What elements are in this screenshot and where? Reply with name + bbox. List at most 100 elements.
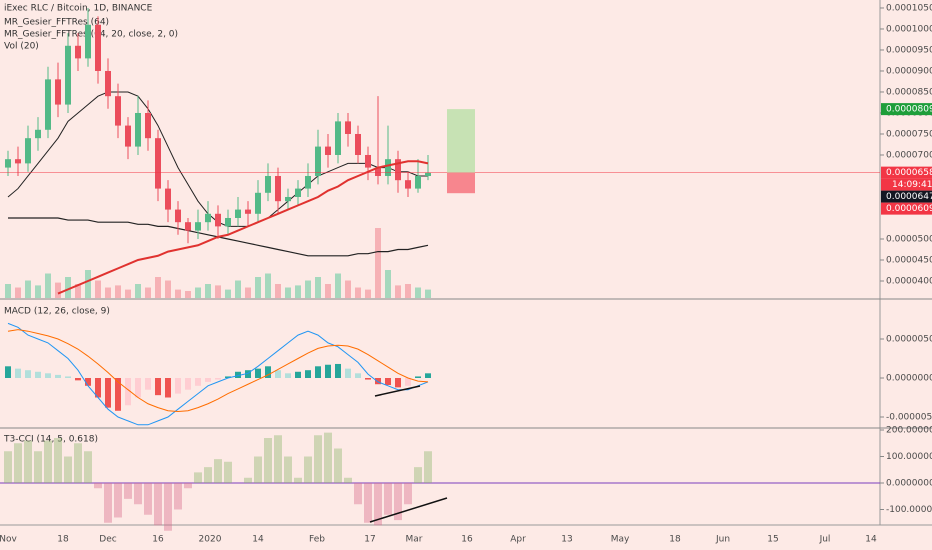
position-loss <box>447 172 475 194</box>
macd-histogram <box>295 371 301 379</box>
volume-bar <box>225 289 231 298</box>
volume-bar <box>335 273 341 298</box>
volume-bar <box>175 289 181 298</box>
x-tick-label: 18 <box>57 535 69 545</box>
macd-histogram <box>215 378 221 380</box>
y-tick-label: 0.00000000 <box>886 374 932 384</box>
candle-body <box>65 45 71 105</box>
x-tick-label: 14 <box>252 535 264 545</box>
x-tick-label: 17 <box>364 535 375 545</box>
x-tick-label: Jul <box>819 535 831 545</box>
volume-bar <box>65 277 71 298</box>
price-tag <box>881 103 932 116</box>
macd-histogram <box>25 370 31 379</box>
price-tag <box>881 190 932 203</box>
volume-bar <box>245 287 251 298</box>
volume-bar <box>375 228 381 298</box>
price-tag-label: 0.00008092 <box>886 105 932 115</box>
macd-histogram <box>205 378 211 382</box>
candle-body <box>175 209 181 223</box>
macd-histogram <box>155 378 161 396</box>
volume-bar <box>125 289 131 298</box>
candle-body <box>5 159 11 168</box>
x-tick-label: 2020 <box>199 535 222 545</box>
candle-body <box>145 112 151 139</box>
volume-bar <box>35 285 41 298</box>
trendline <box>369 497 448 523</box>
macd-histogram <box>65 376 71 379</box>
volume-bar <box>355 287 361 298</box>
macd-histogram <box>135 378 141 398</box>
indicator-label: MACD (12, 26, close, 9) <box>4 307 110 317</box>
volume-bar <box>55 282 61 298</box>
x-tick-label: Nov <box>0 535 17 545</box>
volume-bar <box>195 287 201 298</box>
x-tick-label: 16 <box>152 535 164 545</box>
candle-body <box>255 192 261 214</box>
macd-histogram <box>245 370 251 379</box>
indicator-label: T3-CCI (14, 5, 0.618) <box>3 435 98 445</box>
candle-body <box>85 24 91 59</box>
candle-body <box>195 222 201 231</box>
macd-histogram <box>265 366 271 379</box>
indicator-line <box>7 329 429 413</box>
indicator-label: MR_Gesier_FFTRes (64, 20, close, 2, 0) <box>4 30 178 40</box>
candle-body <box>415 175 421 189</box>
macd-histogram <box>375 378 381 385</box>
macd-histogram <box>115 378 121 411</box>
x-tick-label: May <box>611 535 630 545</box>
macd-histogram <box>55 374 61 379</box>
volume-bar <box>115 285 121 298</box>
volume-bar <box>145 287 151 298</box>
x-tick-label: Apr <box>510 535 526 545</box>
position-profit <box>447 109 475 173</box>
macd-histogram <box>385 378 391 386</box>
macd-histogram <box>355 373 361 379</box>
candle-body <box>135 112 141 147</box>
volume-bar <box>25 280 31 298</box>
volume-bar <box>135 284 141 298</box>
x-tick-label: 16 <box>461 535 473 545</box>
x-tick-label: 18 <box>669 535 681 545</box>
macd-histogram <box>75 378 81 381</box>
y-tick-label: 100.00000000 <box>886 452 932 462</box>
x-tick-label: Dec <box>99 535 116 545</box>
volume-bar <box>415 287 421 298</box>
macd-histogram <box>425 373 431 379</box>
candle-body <box>395 159 401 181</box>
candle-body <box>235 209 241 218</box>
macd-histogram <box>255 368 261 379</box>
macd-histogram <box>185 378 191 390</box>
indicator-label: MR_Gesier_FFTRes (64) <box>4 18 109 28</box>
macd-histogram <box>365 378 371 380</box>
indicator-label: Vol (20) <box>4 42 39 52</box>
candle-body <box>15 159 21 164</box>
candle-body <box>315 146 321 176</box>
macd-histogram <box>345 368 351 379</box>
macd-histogram <box>105 378 111 408</box>
macd-histogram <box>175 378 181 394</box>
macd-histogram <box>45 373 51 379</box>
macd-histogram <box>325 364 331 379</box>
macd-histogram <box>145 378 151 390</box>
candle-body <box>275 175 281 202</box>
candle-body <box>25 138 31 164</box>
macd-histogram <box>195 378 201 386</box>
x-tick-label: Jun <box>715 535 730 545</box>
macd-histogram <box>335 363 341 379</box>
y-tick-label: -100.00000000 <box>886 505 932 515</box>
volume-bar <box>305 280 311 298</box>
candle-body <box>365 154 371 168</box>
volume-bar <box>315 277 321 298</box>
volume-bar <box>405 284 411 298</box>
x-tick-label: Feb <box>309 535 325 545</box>
volume-bar <box>45 273 51 298</box>
